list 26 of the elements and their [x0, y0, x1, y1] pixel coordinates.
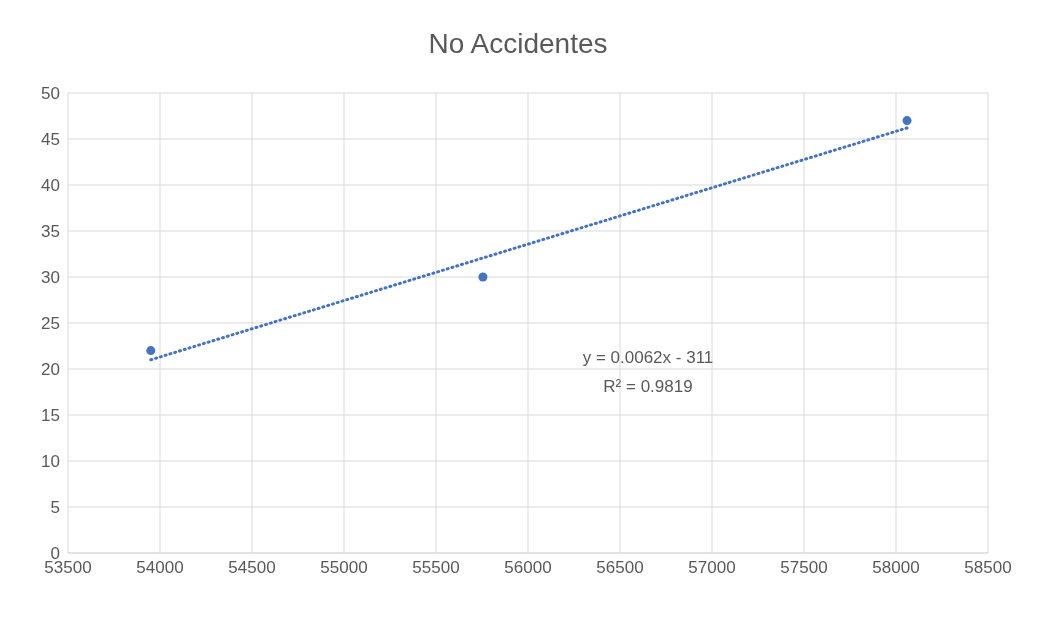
x-tick-label: 55000: [320, 558, 368, 578]
annotation: y = 0.0062x - 311: [581, 347, 715, 369]
x-tick-label: 58000: [872, 558, 920, 578]
point: [902, 116, 912, 126]
point: [478, 272, 488, 282]
x-tick-label: 54000: [136, 558, 184, 578]
x-tick-label: 56500: [596, 558, 644, 578]
y-tick-label: 40: [41, 176, 60, 196]
x-tick-label: 56000: [504, 558, 552, 578]
y-tick-label: 25: [41, 314, 60, 334]
y-tick-label: 30: [41, 268, 60, 288]
x-tick-label: 58500: [964, 558, 1012, 578]
x-tick-label: 55500: [412, 558, 460, 578]
y-tick-label: 15: [41, 406, 60, 426]
y-tick-label: 5: [50, 498, 60, 518]
y-tick-label: 45: [41, 130, 60, 150]
annotation: R² = 0.9819: [602, 376, 694, 398]
x-tick-label: 54500: [228, 558, 276, 578]
y-tick-label: 20: [41, 360, 60, 380]
chart-title: No Accidentes: [427, 27, 609, 61]
y-tick-label: 10: [41, 452, 60, 472]
point: [146, 346, 156, 356]
y-tick-label: 35: [41, 222, 60, 242]
x-tick-label: 57500: [780, 558, 828, 578]
x-tick-label: 57000: [688, 558, 736, 578]
y-tick-label: 50: [41, 84, 60, 104]
